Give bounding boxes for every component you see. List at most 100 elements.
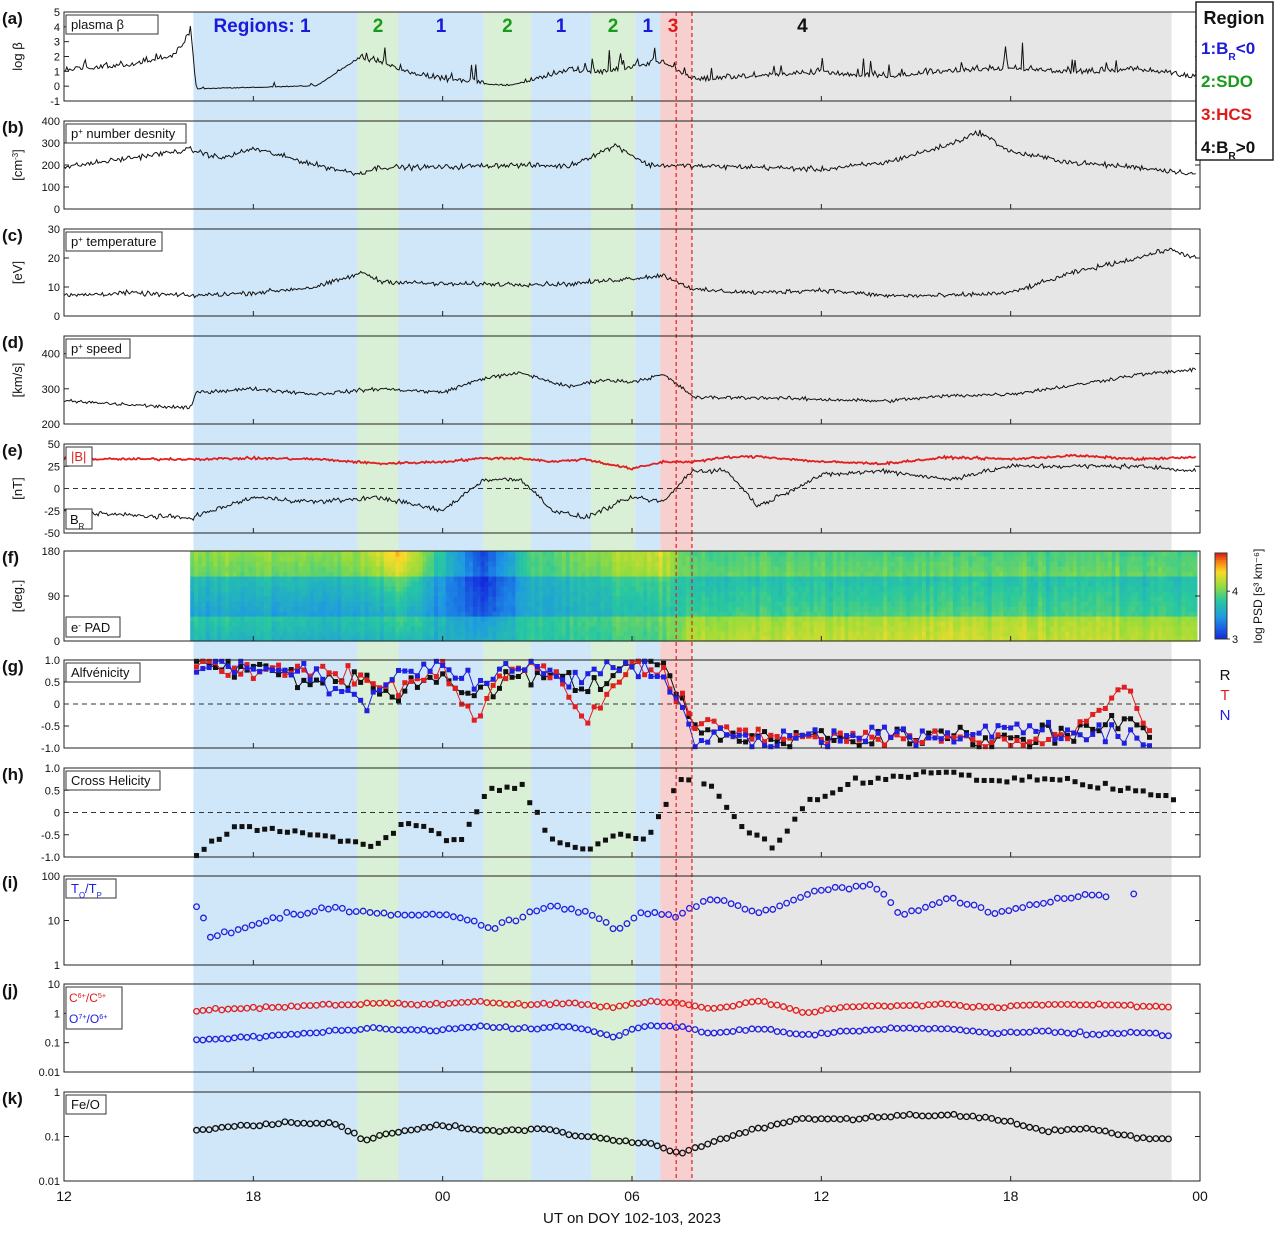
- heat-cell: [341, 556, 346, 562]
- heat-cell: [190, 611, 195, 617]
- heat-cell: [817, 556, 822, 562]
- heat-cell: [875, 631, 880, 637]
- heat-cell: [1007, 586, 1012, 592]
- heat-cell: [627, 561, 633, 567]
- heat-cell: [670, 571, 675, 577]
- heat-cell: [860, 626, 865, 632]
- heat-cell: [623, 636, 629, 642]
- heat-cell: [1092, 556, 1097, 562]
- heat-cell: [534, 571, 540, 577]
- data-point: [1109, 712, 1115, 718]
- heat-cell: [267, 581, 273, 587]
- heat-cell: [983, 556, 989, 562]
- heat-cell: [894, 591, 900, 597]
- heat-cell: [592, 631, 598, 637]
- heat-cell: [863, 596, 869, 602]
- data-point: [780, 741, 786, 747]
- heat-cell: [728, 581, 733, 587]
- heat-cell: [705, 596, 710, 602]
- heat-cell: [743, 636, 749, 642]
- heat-cell: [860, 636, 865, 642]
- heat-cell: [631, 586, 637, 592]
- heat-cell: [720, 606, 726, 612]
- heat-cell: [383, 566, 389, 572]
- heat-cell: [469, 611, 474, 617]
- heat-cell: [1150, 551, 1155, 557]
- heat-cell: [1107, 581, 1113, 587]
- heat-cell: [345, 551, 350, 557]
- heat-cell: [1053, 586, 1059, 592]
- heat-cell: [1169, 616, 1175, 622]
- heat-cell: [279, 551, 284, 557]
- heat-cell: [337, 566, 342, 572]
- heat-cell: [627, 606, 633, 612]
- heat-cell: [821, 606, 826, 612]
- heat-cell: [267, 586, 273, 592]
- heat-cell: [658, 626, 664, 632]
- heat-cell: [349, 556, 354, 562]
- heat-cell: [945, 601, 950, 607]
- heat-cell: [658, 596, 664, 602]
- heat-cell: [639, 591, 644, 597]
- heat-cell: [991, 571, 997, 577]
- heat-cell: [1096, 551, 1101, 557]
- heat-cell: [929, 591, 935, 597]
- heat-cell: [1061, 561, 1066, 567]
- heat-cell: [248, 611, 253, 617]
- heat-cell: [623, 581, 629, 587]
- heat-cell: [875, 636, 880, 642]
- heat-cell: [418, 616, 424, 622]
- heat-cell: [697, 616, 702, 622]
- heat-cell: [480, 636, 486, 642]
- heat-cell: [1173, 576, 1179, 582]
- heat-cell: [453, 596, 458, 602]
- heat-cell: [891, 631, 896, 637]
- heat-cell: [616, 566, 621, 572]
- heat-cell: [1177, 606, 1182, 612]
- heat-cell: [198, 556, 203, 562]
- heat-cell: [910, 576, 915, 582]
- heat-cell: [438, 596, 443, 602]
- heat-cell: [209, 606, 215, 612]
- heat-cell: [213, 571, 218, 577]
- heat-cell: [654, 636, 660, 642]
- heat-cell: [225, 636, 230, 642]
- heat-cell: [1150, 596, 1155, 602]
- heat-cell: [391, 556, 396, 562]
- heat-cell: [1142, 556, 1148, 562]
- heat-cell: [844, 551, 849, 557]
- heat-cell: [631, 611, 637, 617]
- heat-cell: [1115, 626, 1120, 632]
- heat-cell: [306, 606, 311, 612]
- heat-cell: [252, 551, 257, 557]
- heat-cell: [263, 581, 269, 587]
- heat-cell: [902, 586, 908, 592]
- heat-cell: [279, 616, 284, 622]
- heat-cell: [561, 611, 567, 617]
- heat-cell: [960, 566, 966, 572]
- heat-cell: [558, 551, 563, 557]
- heat-cell: [418, 621, 424, 627]
- heat-cell: [1018, 561, 1024, 567]
- heat-cell: [534, 591, 540, 597]
- heat-cell: [1007, 561, 1012, 567]
- heat-cell: [1069, 561, 1074, 567]
- heat-cell: [635, 571, 640, 577]
- heat-cell: [1007, 566, 1012, 572]
- heat-cell: [709, 616, 714, 622]
- heat-cell: [1169, 561, 1175, 567]
- heat-cell: [1030, 556, 1035, 562]
- heat-cell: [1030, 636, 1035, 642]
- heat-cell: [476, 606, 482, 612]
- heat-cell: [643, 561, 648, 567]
- heat-cell: [960, 606, 966, 612]
- heat-cell: [379, 566, 385, 572]
- heat-cell: [391, 631, 396, 637]
- heat-cell: [991, 576, 997, 582]
- heat-cell: [790, 626, 795, 632]
- heat-cell: [918, 621, 923, 627]
- heat-cell: [635, 586, 640, 592]
- heat-cell: [1014, 596, 1020, 602]
- data-point: [762, 739, 768, 745]
- data-point: [351, 669, 357, 675]
